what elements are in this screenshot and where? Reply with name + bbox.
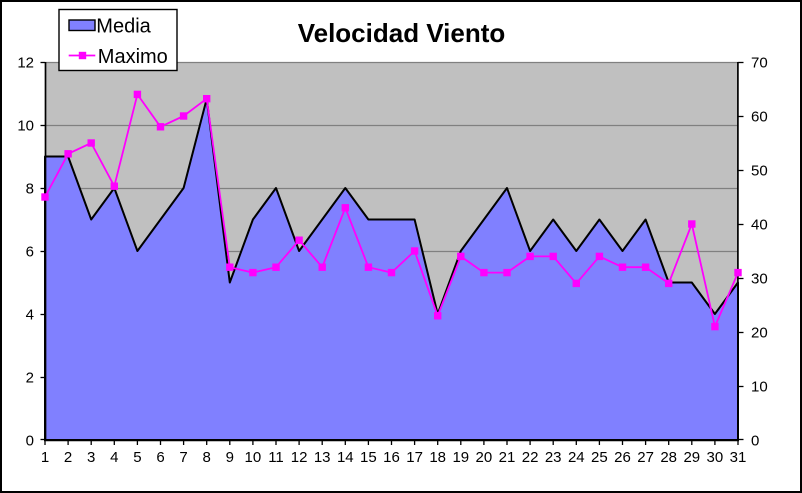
svg-text:7: 7 [179,449,187,466]
svg-text:6: 6 [26,243,34,260]
svg-text:10: 10 [751,378,768,395]
svg-text:16: 16 [383,449,400,466]
svg-text:8: 8 [203,449,211,466]
svg-text:11: 11 [268,449,284,466]
svg-text:15: 15 [360,449,377,466]
svg-text:5: 5 [133,449,141,466]
svg-text:20: 20 [476,449,493,466]
svg-text:26: 26 [614,449,631,466]
svg-text:1: 1 [41,449,49,466]
svg-text:4: 4 [110,449,118,466]
svg-text:Maximo: Maximo [98,46,168,68]
svg-text:27: 27 [637,449,654,466]
svg-text:50: 50 [751,162,768,179]
svg-text:0: 0 [26,432,34,449]
svg-text:Media: Media [96,15,151,37]
svg-text:21: 21 [499,449,516,466]
svg-text:10: 10 [17,117,34,134]
svg-text:9: 9 [226,449,234,466]
svg-text:Velocidad Viento: Velocidad Viento [298,18,506,48]
svg-text:29: 29 [683,449,700,466]
svg-text:30: 30 [751,270,768,287]
svg-text:12: 12 [17,54,34,71]
svg-text:18: 18 [429,449,446,466]
svg-text:8: 8 [26,180,34,197]
svg-text:23: 23 [545,449,562,466]
svg-text:31: 31 [730,449,747,466]
svg-text:17: 17 [406,449,423,466]
svg-text:40: 40 [751,216,768,233]
svg-text:25: 25 [591,449,608,466]
svg-text:12: 12 [291,449,308,466]
svg-text:19: 19 [452,449,469,466]
svg-text:14: 14 [337,449,354,466]
svg-text:10: 10 [245,449,262,466]
svg-text:20: 20 [751,324,768,341]
svg-text:0: 0 [751,432,759,449]
svg-text:3: 3 [87,449,95,466]
svg-text:28: 28 [660,449,677,466]
svg-text:6: 6 [156,449,164,466]
svg-text:2: 2 [64,449,72,466]
svg-text:30: 30 [707,449,724,466]
svg-text:13: 13 [314,449,331,466]
svg-text:4: 4 [26,306,34,323]
svg-text:70: 70 [751,54,768,71]
svg-text:2: 2 [26,369,34,386]
svg-text:24: 24 [568,449,585,466]
svg-text:22: 22 [522,449,539,466]
svg-text:60: 60 [751,108,768,125]
